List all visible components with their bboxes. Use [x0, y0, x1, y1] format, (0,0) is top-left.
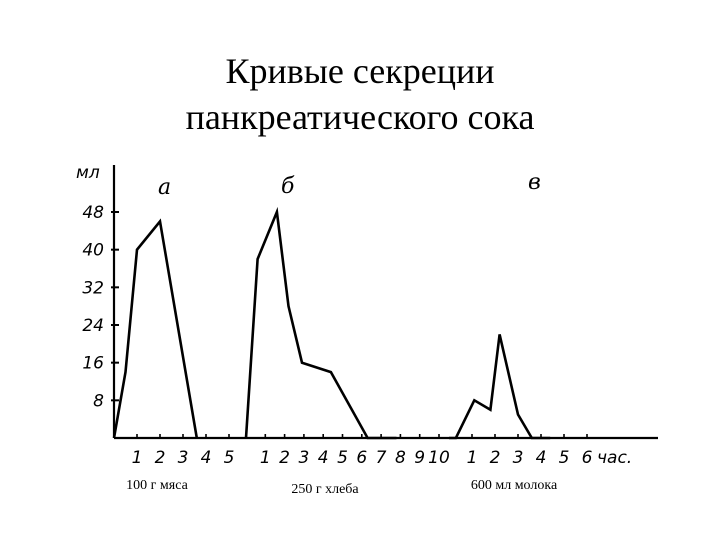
panel-letter: б — [281, 174, 295, 199]
y-tick-label: 16 — [82, 354, 104, 374]
series-line-2 — [244, 206, 397, 440]
x-tick-label: 2 — [490, 448, 501, 468]
x-tick-label: 8 — [395, 448, 406, 468]
x-tick-label: 3 — [513, 448, 524, 468]
series — [112, 206, 551, 440]
y-tick-label: 8 — [93, 391, 104, 411]
x-ticks: 1 2 3 4 5 1 2 3 4 5 6 7 8 9 10 1 2 3 4 5 6 час. — [132, 434, 632, 468]
x-tick-label: 6 — [582, 448, 593, 468]
x-tick-label: 6 — [356, 448, 367, 468]
series-line-1 — [112, 218, 199, 439]
title-line-1: Кривые секреции — [225, 51, 495, 91]
x-tick-label: 4 — [318, 448, 329, 468]
series-line-3 — [449, 334, 551, 440]
x-tick-label: 5 — [559, 448, 570, 468]
title-line-2: панкреатического сока — [185, 97, 535, 137]
x-tick-label: 5 — [224, 448, 235, 468]
panel-caption: 250 г хлеба — [291, 482, 359, 497]
x-tick-label: 4 — [536, 448, 547, 468]
panel-letter: а — [158, 175, 171, 200]
panel-caption: 100 г мяса — [126, 478, 188, 493]
y-tick-label: 32 — [82, 278, 104, 298]
x-tick-label: 3 — [298, 448, 309, 468]
page-title: Кривые секреции панкреатического сока — [0, 48, 720, 140]
x-tick-label: 7 — [376, 448, 387, 468]
x-tick-label: 2 — [279, 448, 290, 468]
y-ticks: 8 16 24 32 40 48 — [82, 203, 119, 411]
x-tick-label: 3 — [178, 448, 189, 468]
y-tick-label: 24 — [82, 316, 104, 336]
panel-caption: 600 мл молока — [471, 478, 558, 493]
y-axis-label: мл — [76, 163, 100, 183]
x-tick-label: 4 — [201, 448, 212, 468]
x-tick-label: 9 — [414, 448, 425, 468]
x-tick-label: 2 — [155, 448, 166, 468]
x-tick-label: 1 — [467, 448, 478, 468]
labels: мл а 100 г мяса б 250 г хлеба в 600 мл молока — [76, 163, 558, 497]
y-tick-label: 40 — [82, 241, 104, 261]
y-tick-label: 48 — [82, 203, 104, 223]
x-tick-label: 1 — [260, 448, 271, 468]
x-unit-label: час. — [597, 448, 632, 468]
axes — [112, 165, 658, 440]
panel-letter: в — [528, 170, 541, 195]
x-tick-label: 10 — [428, 448, 450, 468]
x-tick-label: 5 — [337, 448, 348, 468]
x-tick-label: 1 — [132, 448, 143, 468]
